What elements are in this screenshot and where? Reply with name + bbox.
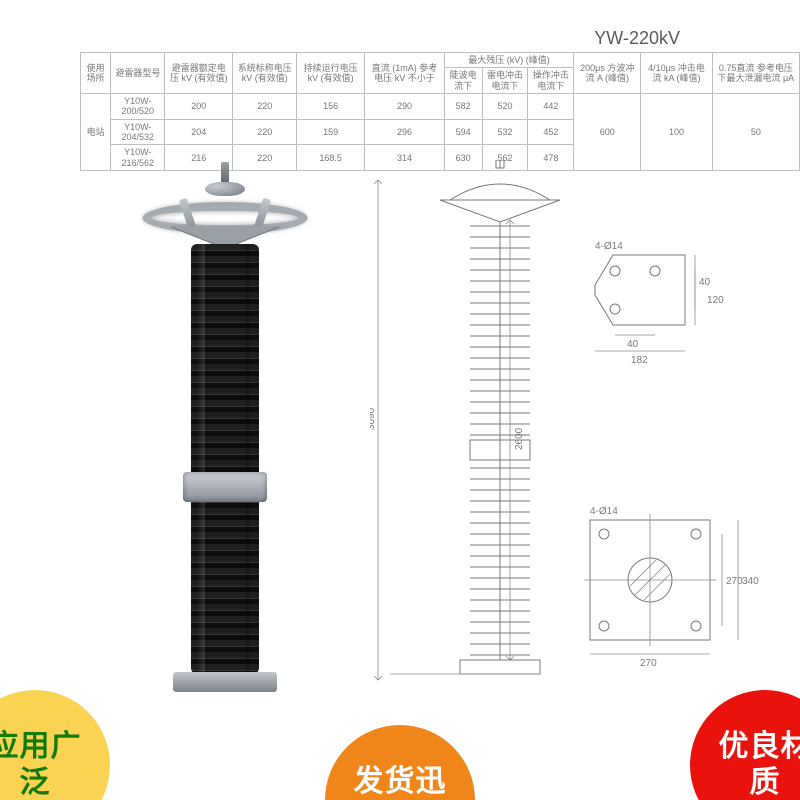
- th-dc: 直流 (1mA) 参考电压 kV 不小于: [365, 53, 445, 94]
- rowgroup-label: 电站: [81, 94, 111, 171]
- badge-text: 发货迅速: [325, 764, 475, 800]
- th-leak: 0.75直流 参考电压下最大泄漏电流 μA: [712, 53, 799, 94]
- top-plate-h: 120: [707, 295, 724, 306]
- cell: 452: [528, 119, 574, 145]
- cell: Y10W-216/562: [111, 145, 165, 171]
- th-sys: 系统标称电压 kV (有效值): [233, 53, 297, 94]
- spec-table: 使用场所 避雷器型号 避雷器额定电压 kV (有效值) 系统标称电压 kV (有…: [80, 52, 800, 171]
- table-row: 电站 Y10W-200/520 200 220 156 290 582 520 …: [81, 94, 800, 120]
- base-hole-note: 4-Ø14: [590, 506, 618, 517]
- th-sub-light: 雷电冲击电流下: [482, 68, 528, 94]
- badge-fast-ship: 发货迅速: [325, 725, 475, 800]
- cell: Y10W-204/532: [111, 119, 165, 145]
- cell: 220: [233, 119, 297, 145]
- dim-overall: 3090: [370, 407, 377, 430]
- top-plate-pitch-x: 40: [627, 339, 639, 350]
- th-cont: 持续运行电压 kV (有效值): [297, 53, 365, 94]
- th-410us: 4/10μs 冲击电流 kA (峰值): [641, 53, 713, 94]
- base-plate-w: 270: [640, 658, 657, 669]
- th-200us: 200μs 方波冲流 A (峰值): [574, 53, 641, 94]
- cell: 442: [528, 94, 574, 120]
- cell: 594: [444, 119, 482, 145]
- product-photo: [110, 180, 340, 700]
- badge-text: 优良材质: [690, 729, 800, 800]
- cell: Y10W-200/520: [111, 94, 165, 120]
- top-plate-w: 182: [631, 355, 648, 366]
- dimension-drawing: 3090 2600 4-Ø14 40 120 40 182: [370, 160, 760, 730]
- cell: 582: [444, 94, 482, 120]
- th-sub-steep: 陡波电流下: [444, 68, 482, 94]
- cell: 200: [165, 94, 233, 120]
- base-plate-oh: 340: [742, 576, 759, 587]
- th-use: 使用场所: [81, 53, 111, 94]
- th-sub-switch: 操作冲击电流下: [528, 68, 574, 94]
- cell: 220: [233, 94, 297, 120]
- model-title: YW-220kV: [594, 28, 680, 49]
- badge-text: 应用广泛: [0, 729, 110, 800]
- cell: 520: [482, 94, 528, 120]
- cell: 290: [365, 94, 445, 120]
- cell: 532: [482, 119, 528, 145]
- top-hole-note: 4-Ø14: [595, 241, 623, 252]
- th-resid: 最大残压 (kV) (峰值): [444, 53, 573, 68]
- dim-column: 2600: [514, 427, 525, 450]
- th-model: 避雷器型号: [111, 53, 165, 94]
- badge-wide-use: 应用广泛: [0, 690, 110, 800]
- cell: 296: [365, 119, 445, 145]
- th-rated: 避雷器额定电压 kV (有效值): [165, 53, 233, 94]
- cell: 204: [165, 119, 233, 145]
- top-plate-pitch-y: 40: [699, 277, 711, 288]
- base-plate-h: 270: [726, 576, 743, 587]
- cell: 168.5: [297, 145, 365, 171]
- cell: 156: [297, 94, 365, 120]
- cell: 220: [233, 145, 297, 171]
- cell: 159: [297, 119, 365, 145]
